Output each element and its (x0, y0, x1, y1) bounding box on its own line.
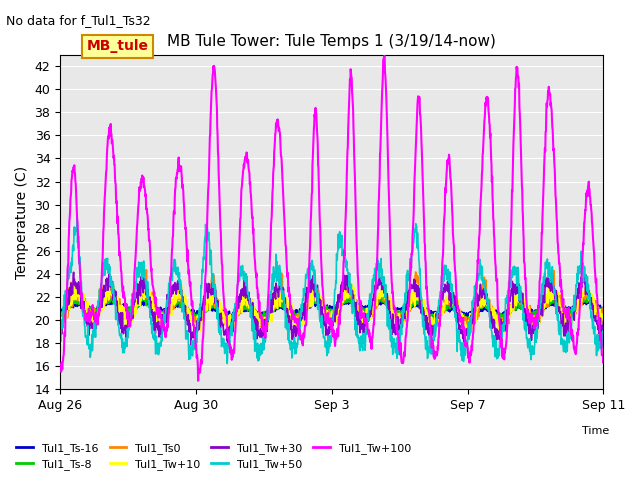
Tul1_Ts-16 (467, 314, 474, 320)
Tul1_Ts-8 (319, 303, 326, 309)
Tul1_Ts-16 (584, 297, 591, 302)
Tul1_Ts0 (260, 329, 268, 335)
Text: MB_tule: MB_tule (86, 39, 148, 53)
Tul1_Tw+50 (329, 318, 337, 324)
Tul1_Tw+30 (70, 269, 77, 275)
Tul1_Ts-8 (328, 309, 336, 315)
Tul1_Ts-8 (56, 311, 64, 316)
Tul1_Tw+30 (93, 315, 100, 321)
Tul1_Tw+50 (56, 333, 64, 339)
Tul1_Tw+10 (92, 311, 100, 316)
Tul1_Ts0 (584, 296, 591, 302)
Tul1_Tw+30 (319, 316, 326, 322)
Tul1_Ts0 (140, 266, 147, 272)
Tul1_Tw+10 (495, 331, 502, 337)
Tul1_Ts-8 (584, 296, 591, 301)
Line: Tul1_Tw+10: Tul1_Tw+10 (60, 283, 640, 334)
Tul1_Tw+10 (449, 292, 457, 298)
Tul1_Ts-8 (92, 307, 100, 312)
Tul1_Tw+100 (195, 378, 202, 384)
Tul1_Tw+100 (56, 363, 64, 369)
Line: Tul1_Tw+30: Tul1_Tw+30 (60, 272, 640, 346)
Tul1_Ts-8 (382, 299, 390, 304)
Tul1_Ts-16 (381, 300, 389, 306)
Tul1_Ts-8 (465, 319, 473, 325)
Tul1_Ts-8 (345, 293, 353, 299)
Tul1_Tw+30 (56, 324, 64, 330)
Tul1_Tw+10 (319, 311, 326, 316)
Tul1_Ts0 (319, 301, 327, 307)
Tul1_Ts0 (450, 294, 458, 300)
Line: Tul1_Tw+100: Tul1_Tw+100 (60, 56, 640, 381)
Tul1_Ts-16 (56, 308, 64, 314)
Tul1_Tw+100 (329, 329, 337, 335)
Tul1_Ts0 (329, 312, 337, 318)
Tul1_Tw+100 (450, 241, 458, 247)
Y-axis label: Temperature (C): Temperature (C) (15, 166, 29, 278)
Tul1_Tw+30 (584, 281, 591, 287)
Line: Tul1_Ts0: Tul1_Ts0 (60, 269, 640, 332)
Tul1_Ts0 (56, 313, 64, 319)
Tul1_Tw+30 (382, 296, 390, 301)
Tul1_Tw+10 (382, 289, 390, 295)
Tul1_Ts-8 (449, 304, 457, 310)
Tul1_Tw+10 (56, 317, 64, 323)
Tul1_Tw+50 (584, 289, 591, 295)
Tul1_Tw+100 (319, 285, 326, 290)
Tul1_Tw+50 (93, 312, 100, 318)
Tul1_Ts-16 (449, 306, 457, 312)
Tul1_Tw+100 (584, 193, 591, 199)
Tul1_Ts-16 (584, 300, 591, 306)
Legend: Tul1_Ts-16, Tul1_Ts-8, Tul1_Ts0, Tul1_Tw+10, Tul1_Tw+30, Tul1_Tw+50, Tul1_Tw+100: Tul1_Ts-16, Tul1_Ts-8, Tul1_Ts0, Tul1_Tw… (12, 438, 415, 474)
Text: Time: Time (582, 426, 609, 436)
Tul1_Ts-16 (328, 304, 336, 310)
Tul1_Tw+30 (329, 323, 337, 328)
Tul1_Tw+100 (92, 310, 100, 316)
Tul1_Tw+50 (319, 323, 327, 328)
Line: Tul1_Ts-8: Tul1_Ts-8 (60, 296, 640, 322)
Tul1_Ts0 (382, 287, 390, 293)
Tul1_Ts-16 (319, 305, 326, 311)
Tul1_Tw+10 (328, 308, 336, 314)
Text: No data for f_Tul1_Ts32: No data for f_Tul1_Ts32 (6, 14, 151, 27)
Title: MB Tule Tower: Tule Temps 1 (3/19/14-now): MB Tule Tower: Tule Temps 1 (3/19/14-now… (167, 34, 496, 49)
Tul1_Tw+10 (584, 289, 591, 295)
Tul1_Tw+50 (223, 360, 231, 366)
Tul1_Tw+30 (450, 291, 458, 297)
Tul1_Tw+50 (74, 216, 81, 222)
Tul1_Tw+30 (324, 343, 332, 348)
Tul1_Tw+100 (381, 53, 388, 59)
Tul1_Tw+50 (382, 299, 390, 305)
Tul1_Tw+100 (382, 87, 390, 93)
Line: Tul1_Tw+50: Tul1_Tw+50 (60, 219, 640, 363)
Line: Tul1_Ts-16: Tul1_Ts-16 (60, 300, 640, 317)
Tul1_Ts0 (92, 313, 100, 319)
Tul1_Tw+50 (450, 308, 458, 314)
Tul1_Tw+10 (380, 280, 387, 286)
Tul1_Ts-16 (92, 306, 100, 312)
